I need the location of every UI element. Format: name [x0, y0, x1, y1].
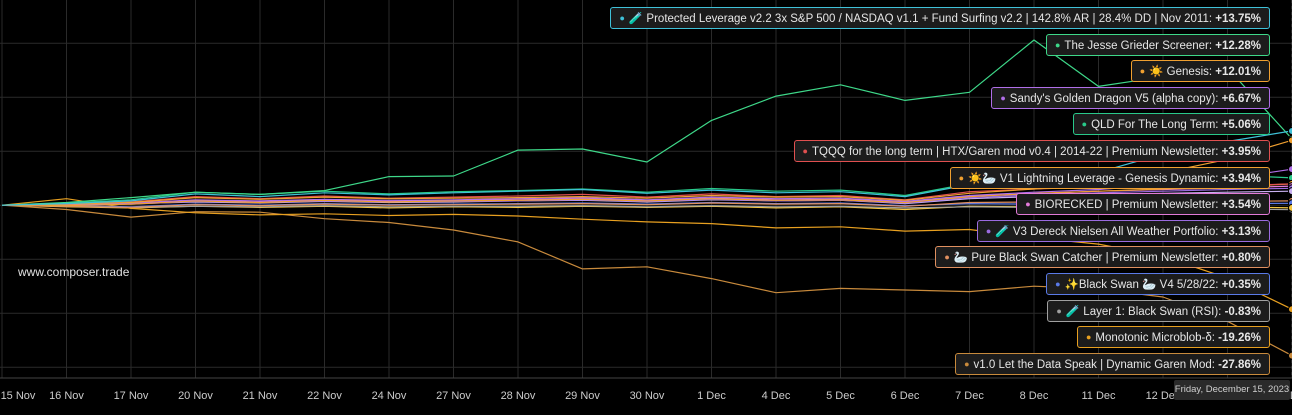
- legend-series-value: +3.54%: [1221, 199, 1261, 212]
- series-line: [1, 183, 1292, 207]
- x-tick-label: 30 Nov: [630, 390, 665, 402]
- legend-entry: ● 🧪 V3 Dereck Nielsen All Weather Portfol…: [976, 219, 1270, 242]
- legend-series-value: +0.80%: [1221, 252, 1261, 265]
- legend-series-name: TQQQ for the long term | HTX/Garen mod v…: [811, 146, 1222, 158]
- legend-color-dot: ●: [619, 13, 625, 23]
- x-tick-label: 24 Nov: [372, 390, 407, 402]
- legend-series-value: +3.13%: [1221, 225, 1261, 238]
- series-end-marker: [1288, 165, 1292, 174]
- legend-entry: ● 🦢 Pure Black Swan Catcher | Premium New…: [935, 246, 1270, 269]
- legend-series-value: +3.95%: [1221, 146, 1261, 158]
- legend-series-value: +5.06%: [1221, 119, 1261, 132]
- legend-color-dot: ●: [1056, 305, 1062, 316]
- legend-series-name: v1.0 Let the Data Speak | Dynamic Garen …: [973, 358, 1219, 371]
- legend-color-dot: ●: [1081, 119, 1088, 130]
- x-tick-label: 21 Nov: [243, 390, 278, 402]
- x-tick-label: 4 Dec: [762, 390, 791, 402]
- series-line: [1, 198, 1292, 310]
- legend-entry: ● 🧪 Layer 1: Black Swan (RSI): -0.83%: [1047, 299, 1270, 322]
- series-end-marker: [1288, 173, 1292, 182]
- series-end-marker: [1288, 187, 1292, 196]
- series-end-markers: [1288, 126, 1292, 360]
- legend-entry: ● ☀️ Genesis: +12.01%: [1130, 60, 1270, 83]
- legend-series-name: ☀️ Genesis:: [1149, 66, 1216, 79]
- legend-entry: ● 🧪 Protected Leverage v2.2 3x S&P 500 / …: [610, 7, 1270, 29]
- x-tick-label: 15 Nov: [1, 390, 36, 402]
- legend-color-dot: ●: [958, 172, 965, 183]
- legend-color-dot: ●: [985, 225, 992, 236]
- legend-color-dot: ●: [1055, 279, 1061, 289]
- series-end-marker: [1288, 203, 1292, 212]
- legend-color-dot: ●: [1139, 66, 1146, 77]
- legend-color-dot: ●: [1000, 92, 1006, 103]
- x-tick-label: 6 Dec: [891, 390, 920, 402]
- series-end-marker: [1288, 126, 1292, 135]
- legend-series-name: 🧪 Layer 1: Black Swan (RSI):: [1065, 305, 1225, 318]
- x-tick-label: 27 Nov: [436, 390, 471, 402]
- legend-series-name: ☀️🦢 V1 Lightning Leverage - Genesis Dyna…: [968, 172, 1222, 185]
- x-tick-label: 16 Nov: [49, 390, 84, 402]
- x-tick-label: 12 Dec: [1146, 390, 1181, 402]
- legend-color-dot: ●: [964, 358, 970, 369]
- series-line: [1, 168, 1292, 206]
- legend-series-name: QLD For The Long Term:: [1091, 119, 1222, 132]
- legend-series-value: +12.01%: [1215, 66, 1261, 79]
- x-tick-label: 20 Nov: [178, 390, 213, 402]
- legend-entry: ● ✨Black Swan 🦢 V4 5/28/22: +0.35%: [1046, 273, 1270, 295]
- legend-color-dot: ●: [1054, 39, 1061, 50]
- legend-series-value: +12.28%: [1215, 39, 1261, 52]
- legend-series-value: -0.83%: [1224, 305, 1261, 318]
- legend-entry: ● The Jesse Grieder Screener: +12.28%: [1045, 33, 1270, 56]
- legend-entry: ● v1.0 Let the Data Speak | Dynamic Garen…: [955, 352, 1270, 375]
- x-tick-label: 8 Dec: [1020, 390, 1049, 402]
- legend-series-value: +13.75%: [1215, 13, 1261, 25]
- x-tick-label: 11 Dec: [1081, 390, 1116, 402]
- legend-series-name: The Jesse Grieder Screener:: [1064, 39, 1216, 52]
- x-tick-label: 17 Nov: [114, 390, 149, 402]
- legend-series-name: 🦢 Pure Black Swan Catcher | Premium News…: [953, 252, 1222, 265]
- legend-entry: ● Sandy's Golden Dragon V5 (alpha copy): …: [991, 86, 1270, 109]
- watermark: www.composer.trade: [18, 265, 130, 279]
- series-end-marker: [1288, 305, 1292, 314]
- series-end-marker: [1288, 136, 1292, 145]
- x-tick-label: 28 Nov: [501, 390, 536, 402]
- legend-series-value: -27.86%: [1218, 358, 1261, 371]
- legend-entry: ● ☀️🦢 V1 Lightning Leverage - Genesis Dyn…: [949, 166, 1270, 189]
- legend-series-value: +3.94%: [1221, 172, 1261, 185]
- legend-entry: ● BIORECKED | Premium Newsletter: +3.54%: [1016, 193, 1270, 216]
- legend-series-value: -19.26%: [1218, 332, 1261, 345]
- x-tick-label: 29 Nov: [565, 390, 600, 402]
- legend-color-dot: ●: [1025, 199, 1031, 210]
- crosshair-date-label: Friday, December 15, 2023: [1174, 380, 1290, 400]
- legend-series-value: +0.35%: [1221, 279, 1261, 291]
- legend-series-name: Monotonic Microblob-δ:: [1095, 332, 1219, 345]
- legend-color-dot: ●: [802, 146, 808, 156]
- legend-series-name: ✨Black Swan 🦢 V4 5/28/22:: [1064, 279, 1222, 291]
- x-axis-ticks: 15 Nov 16 Nov 17 Nov 20 Nov 21 Nov 22 Nov 24 N…: [1, 390, 1292, 402]
- legend-series-name: Sandy's Golden Dragon V5 (alpha copy):: [1009, 92, 1222, 105]
- legend-series-value: +6.67%: [1221, 92, 1261, 105]
- legend-series-name: 🧪 V3 Dereck Nielsen All Weather Portfoli…: [995, 225, 1222, 238]
- legend-series-name: BIORECKED | Premium Newsletter:: [1034, 199, 1222, 212]
- legend-entry: ● QLD For The Long Term: +5.06%: [1072, 113, 1270, 136]
- legend-entry: ● TQQQ for the long term | HTX/Garen mod …: [793, 140, 1270, 162]
- x-tick-label: 1 Dec: [697, 390, 726, 402]
- legend-entry: ● Monotonic Microblob-δ: -19.26%: [1076, 326, 1270, 349]
- x-tick-label: 22 Nov: [307, 390, 342, 402]
- series-line: [1, 39, 1292, 206]
- series-end-marker: [1288, 351, 1292, 360]
- x-tick-label: 7 Dec: [955, 390, 984, 402]
- legend-color-dot: ●: [1085, 332, 1092, 343]
- x-tick-label: 5 Dec: [826, 390, 855, 402]
- legend-series-name: 🧪 Protected Leverage v2.2 3x S&P 500 / N…: [628, 13, 1216, 25]
- legend-color-dot: ●: [944, 252, 950, 263]
